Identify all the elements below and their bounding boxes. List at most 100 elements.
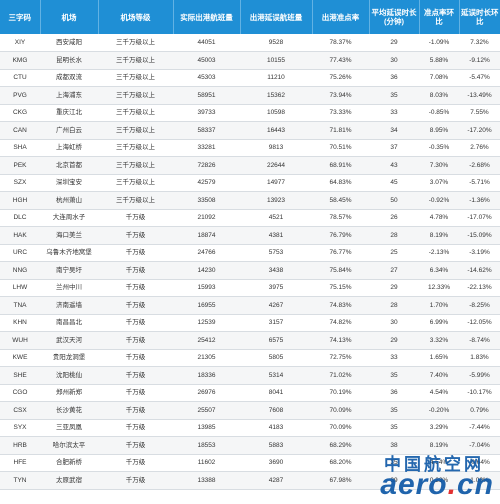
cell-delay-change: -8.74% bbox=[459, 331, 500, 350]
table-row: WUH 武汉天河 千万级 25412 6575 74.13% 29 3.32% -8.74% bbox=[0, 331, 500, 350]
cell-rate-change: 4.78% bbox=[419, 209, 459, 227]
table-row: HFE 合肥新桥 千万级 11602 3690 68.20% 35 4.54% -0.64% bbox=[0, 454, 500, 472]
table-row: LHW 兰州中川 千万级 15993 3975 75.15% 29 12.33% -22.13% bbox=[0, 279, 500, 297]
cell-airport: 南宁吴圩 bbox=[40, 261, 98, 280]
cell-departures: 44051 bbox=[173, 34, 240, 52]
cell-code: CKG bbox=[0, 104, 40, 122]
cell-airport: 西安咸阳 bbox=[40, 34, 98, 52]
cell-delayed: 14977 bbox=[240, 174, 312, 192]
cell-on-time-rate: 75.15% bbox=[312, 279, 369, 297]
cell-delay-change: 0.79% bbox=[459, 401, 500, 420]
cell-airport: 长沙黄花 bbox=[40, 401, 98, 420]
header-avg-delay: 平均延误时长(分钟) bbox=[369, 0, 420, 34]
cell-on-time-rate: 75.26% bbox=[312, 69, 369, 87]
cell-on-time-rate: 74.13% bbox=[312, 331, 369, 350]
cell-delayed: 5805 bbox=[240, 349, 312, 367]
cell-code: TYN bbox=[0, 471, 40, 490]
cell-level: 千万级 bbox=[98, 209, 173, 227]
cell-departures: 18336 bbox=[173, 366, 240, 385]
cell-avg-delay: 35 bbox=[369, 86, 419, 105]
table-row: DLC 大连周水子 千万级 21092 4521 78.57% 26 4.78% -17.07% bbox=[0, 209, 500, 227]
cell-on-time-rate: 73.33% bbox=[312, 104, 369, 122]
cell-rate-change: 3.29% bbox=[419, 419, 459, 437]
cell-departures: 25507 bbox=[173, 401, 240, 420]
cell-delay-change: -1.36% bbox=[459, 191, 500, 210]
airport-punctuality-table: 三字码 机场 机场等级 实际出港航班量 出港延误航班量 出港准点率 平均延误时长… bbox=[0, 0, 500, 490]
cell-avg-delay: 33 bbox=[369, 349, 419, 367]
table-row: SHA 上海虹桥 三千万级以上 33281 9813 70.51% 37 -0.35% 2.76… bbox=[0, 139, 500, 157]
cell-code: KHN bbox=[0, 314, 40, 332]
cell-delayed: 10155 bbox=[240, 51, 312, 70]
cell-on-time-rate: 76.77% bbox=[312, 244, 369, 262]
cell-level: 千万级 bbox=[98, 436, 173, 455]
cell-avg-delay: 36 bbox=[369, 384, 419, 402]
cell-delayed: 4521 bbox=[240, 209, 312, 227]
cell-level: 千万级 bbox=[98, 296, 173, 315]
table-row: CSX 长沙黄花 千万级 25507 7608 70.09% 35 -0.20% 0.79% bbox=[0, 401, 500, 420]
cell-avg-delay: 28 bbox=[369, 296, 419, 315]
cell-avg-delay: 29 bbox=[369, 279, 419, 297]
cell-on-time-rate: 67.98% bbox=[312, 471, 369, 490]
cell-level: 三千万级以上 bbox=[98, 69, 173, 87]
cell-departures: 21092 bbox=[173, 209, 240, 227]
table-row: CAN 广州白云 三千万级以上 58337 16443 71.81% 34 8.95% -17.… bbox=[0, 121, 500, 140]
cell-delay-change: 1.00% bbox=[459, 471, 500, 490]
cell-airport: 济南遥墙 bbox=[40, 296, 98, 315]
cell-on-time-rate: 74.83% bbox=[312, 296, 369, 315]
cell-departures: 15993 bbox=[173, 279, 240, 297]
cell-avg-delay: 39 bbox=[369, 471, 419, 490]
cell-level: 千万级 bbox=[98, 384, 173, 402]
cell-delay-change: -22.13% bbox=[459, 279, 500, 297]
cell-departures: 12539 bbox=[173, 314, 240, 332]
cell-on-time-rate: 68.91% bbox=[312, 156, 369, 175]
cell-code: KMG bbox=[0, 51, 40, 70]
cell-avg-delay: 35 bbox=[369, 454, 419, 472]
cell-delayed: 9528 bbox=[240, 34, 312, 52]
cell-code: CGO bbox=[0, 384, 40, 402]
cell-code: NNG bbox=[0, 261, 40, 280]
cell-level: 三千万级以上 bbox=[98, 51, 173, 70]
cell-rate-change: 8.19% bbox=[419, 226, 459, 245]
cell-rate-change: 8.19% bbox=[419, 436, 459, 455]
cell-delayed: 9813 bbox=[240, 139, 312, 157]
cell-code: URC bbox=[0, 244, 40, 262]
table-row: SYX 三亚凤凰 千万级 13985 4183 70.09% 35 3.29% -7.44% bbox=[0, 419, 500, 437]
table-row: CKG 重庆江北 三千万级以上 39733 10598 73.33% 33 -0.85% 7.5… bbox=[0, 104, 500, 122]
cell-on-time-rate: 70.51% bbox=[312, 139, 369, 157]
cell-delay-change: -9.12% bbox=[459, 51, 500, 70]
header-delayed: 出港延误航班量 bbox=[240, 0, 313, 34]
cell-departures: 21305 bbox=[173, 349, 240, 367]
cell-on-time-rate: 75.84% bbox=[312, 261, 369, 280]
cell-on-time-rate: 58.45% bbox=[312, 191, 369, 210]
cell-code: CSX bbox=[0, 401, 40, 420]
cell-delay-change: -0.64% bbox=[459, 454, 500, 472]
cell-level: 三千万级以上 bbox=[98, 34, 173, 52]
cell-delayed: 3438 bbox=[240, 261, 312, 280]
table-row: TYN 太原武宿 千万级 13388 4287 67.98% 39 0.23% 1.00% bbox=[0, 471, 500, 490]
cell-delayed: 7608 bbox=[240, 401, 312, 420]
table-row: SHE 沈阳桃仙 千万级 18336 5314 71.02% 35 7.40% -5.99% bbox=[0, 366, 500, 385]
cell-departures: 26976 bbox=[173, 384, 240, 402]
header-row: 三字码 机场 机场等级 实际出港航班量 出港延误航班量 出港准点率 平均延误时长… bbox=[0, 0, 500, 34]
cell-departures: 18874 bbox=[173, 226, 240, 245]
cell-delayed: 6575 bbox=[240, 331, 312, 350]
table-row: PVG 上海浦东 三千万级以上 58951 15362 73.94% 35 8.03% -13.… bbox=[0, 86, 500, 105]
cell-on-time-rate: 78.57% bbox=[312, 209, 369, 227]
cell-on-time-rate: 64.83% bbox=[312, 174, 369, 192]
cell-airport: 成都双流 bbox=[40, 69, 98, 87]
cell-avg-delay: 29 bbox=[369, 331, 419, 350]
cell-rate-change: -2.13% bbox=[419, 244, 459, 262]
table-body: XIY 西安咸阳 三千万级以上 44051 9528 78.37% 29 -1.09% 7.32… bbox=[0, 34, 500, 490]
cell-departures: 72826 bbox=[173, 156, 240, 175]
cell-rate-change: 6.34% bbox=[419, 261, 459, 280]
cell-on-time-rate: 78.37% bbox=[312, 34, 369, 52]
cell-airport: 乌鲁木齐地窝堡 bbox=[40, 244, 98, 262]
cell-departures: 25412 bbox=[173, 331, 240, 350]
cell-code: SHE bbox=[0, 366, 40, 385]
table-row: XIY 西安咸阳 三千万级以上 44051 9528 78.37% 29 -1.09% 7.32… bbox=[0, 34, 500, 52]
cell-avg-delay: 33 bbox=[369, 104, 419, 122]
cell-delayed: 3975 bbox=[240, 279, 312, 297]
cell-rate-change: 1.70% bbox=[419, 296, 459, 315]
cell-level: 三千万级以上 bbox=[98, 191, 173, 210]
cell-rate-change: 7.08% bbox=[419, 69, 459, 87]
